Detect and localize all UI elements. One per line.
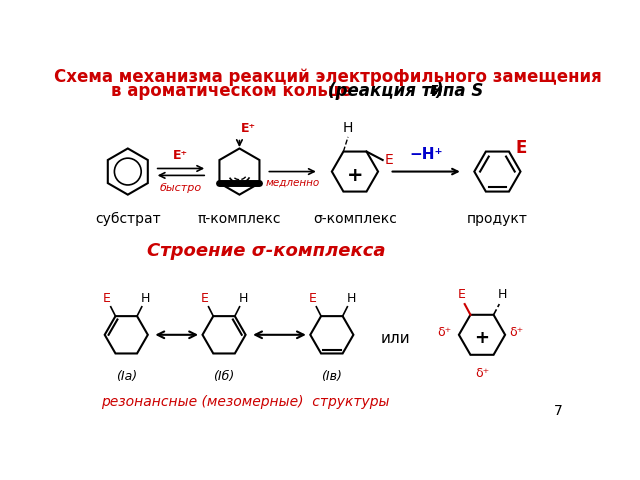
Text: E: E xyxy=(429,84,438,97)
Text: H: H xyxy=(347,292,356,305)
Text: в ароматическом кольце: в ароматическом кольце xyxy=(111,82,352,100)
Text: субстрат: субстрат xyxy=(95,212,161,226)
Text: +: + xyxy=(347,166,364,185)
Text: ): ) xyxy=(436,82,444,100)
Text: δ⁺: δ⁺ xyxy=(437,326,451,339)
Text: E: E xyxy=(457,288,465,301)
Text: (реакция типа S: (реакция типа S xyxy=(328,82,483,100)
Text: медленно: медленно xyxy=(266,178,320,188)
Text: Строение σ-комплекса: Строение σ-комплекса xyxy=(147,242,386,260)
Text: E⁺: E⁺ xyxy=(173,148,189,162)
Text: Схема механизма реакций электрофильного замещения: Схема механизма реакций электрофильного … xyxy=(54,68,602,86)
Text: H: H xyxy=(141,292,150,305)
Text: E: E xyxy=(103,292,111,305)
Text: 7: 7 xyxy=(554,404,563,418)
Text: быстро: быстро xyxy=(160,183,202,193)
Text: E: E xyxy=(308,292,316,305)
Text: резонансные (мезомерные)  структуры: резонансные (мезомерные) структуры xyxy=(101,395,389,409)
Text: (Iа): (Iа) xyxy=(116,370,137,383)
Text: или: или xyxy=(381,331,411,346)
Text: E: E xyxy=(385,153,394,167)
Text: δ⁺: δ⁺ xyxy=(475,367,489,380)
Text: +: + xyxy=(474,329,490,347)
Text: H: H xyxy=(343,121,353,135)
Text: σ-комплекс: σ-комплекс xyxy=(313,212,397,226)
Text: (Iв): (Iв) xyxy=(321,370,342,383)
Text: E: E xyxy=(515,139,527,156)
Text: π-комплекс: π-комплекс xyxy=(198,212,281,226)
Text: −H⁺: −H⁺ xyxy=(410,147,443,162)
Text: H: H xyxy=(239,292,248,305)
Text: H: H xyxy=(498,288,508,301)
Text: E⁺: E⁺ xyxy=(241,122,256,135)
Text: продукт: продукт xyxy=(467,212,528,226)
Text: (Iб): (Iб) xyxy=(213,370,235,383)
Text: E: E xyxy=(201,292,209,305)
Text: δ⁺: δ⁺ xyxy=(509,326,524,339)
